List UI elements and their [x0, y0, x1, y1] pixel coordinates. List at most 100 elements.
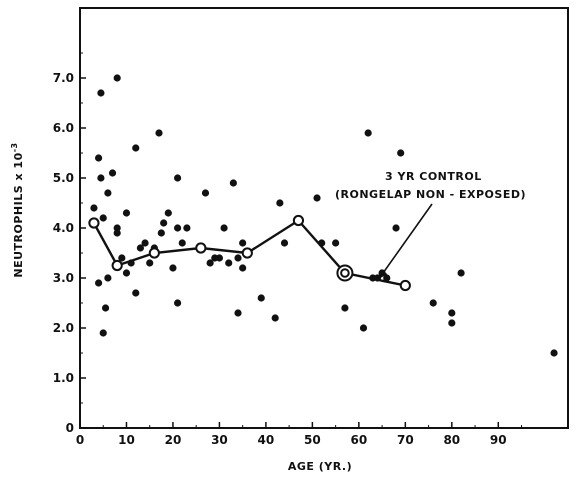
annotation: 3 YR CONTROL (RONGELAP NON - EXPOSED) [335, 170, 526, 280]
scatter-point-39 [225, 259, 233, 267]
scatter-point-38 [220, 224, 228, 232]
scatter-point-61 [429, 299, 437, 307]
x-tick-label-90: 90 [490, 433, 507, 447]
control-line [88, 214, 411, 292]
control-point-2 [148, 247, 160, 259]
scatter-point-32 [178, 239, 186, 247]
svg-text:NEUTROPHILS x 10-3: NEUTROPHILS x 10-3 [10, 142, 25, 277]
scatter-point-3 [97, 174, 105, 182]
axes [79, 7, 569, 429]
y-tick-label-1: 1.0 [53, 371, 74, 385]
scatter-point-63 [448, 319, 456, 327]
scatter-point-46 [271, 314, 279, 322]
control-point-4 [241, 247, 253, 259]
tick-labels: 0 10 20 30 40 50 60 70 80 90 0 1.0 2.0 3.0 4.0 5.0 6.0 7.… [53, 71, 507, 447]
scatter-point-37 [215, 254, 224, 262]
x-tick-label-10: 10 [118, 433, 135, 447]
control-point-0 [88, 217, 100, 229]
scatter-point-25 [157, 229, 165, 237]
scatter-point-41 [234, 254, 242, 262]
y-tick-label-7: 7.0 [53, 71, 74, 85]
scatter-point-21 [141, 239, 149, 247]
scatter-point-42 [234, 309, 242, 317]
control-point-5 [292, 214, 305, 227]
scatter-point-2 [94, 154, 103, 162]
scatter-point-24 [155, 129, 163, 137]
y-tick-label-5: 5.0 [53, 171, 74, 185]
scatter-point-59 [392, 224, 400, 232]
y-axis-title: NEUTROPHILS x 10-3 [10, 142, 25, 277]
y-tick-label-4: 4.0 [53, 221, 74, 235]
scatter-points [90, 74, 558, 357]
scatter-point-40 [229, 179, 237, 187]
scatter-point-7 [101, 304, 110, 312]
scatter-point-33 [183, 224, 191, 232]
control-point-7 [399, 279, 411, 292]
scatter-point-26 [160, 219, 168, 227]
annotation-arrowhead [378, 269, 388, 279]
x-tick-label-60: 60 [351, 433, 368, 447]
x-tick-label-30: 30 [211, 433, 228, 447]
scatter-point-64 [457, 269, 465, 277]
scatter-point-44 [239, 239, 247, 247]
x-axis-title: AGE (YR.) [288, 460, 352, 473]
scatter-point-34 [201, 189, 210, 197]
x-tick-label-20: 20 [165, 433, 182, 447]
scatter-point-16 [122, 209, 131, 217]
control-point-3 [195, 242, 207, 254]
scatter-point-62 [448, 309, 456, 317]
scatter-point-8 [104, 274, 112, 282]
scatter-point-15 [122, 269, 131, 277]
plot-frame [79, 7, 569, 429]
scatter-point-11 [113, 74, 121, 82]
y-tick-label-0: 0 [66, 421, 74, 435]
scatter-point-45 [257, 294, 265, 302]
scatter-point-6 [99, 329, 107, 337]
scatter-point-20 [136, 244, 145, 252]
x-tick-label-0: 0 [76, 433, 84, 447]
scatter-point-53 [359, 324, 368, 332]
scatter-point-13 [113, 229, 121, 237]
scatter-point-58 [383, 274, 391, 282]
scatter-point-19 [132, 289, 140, 297]
scatter-point-4 [97, 89, 105, 97]
scatter-point-29 [174, 224, 182, 232]
scatter-point-10 [108, 169, 117, 177]
scatter-point-51 [332, 239, 340, 247]
scatter-point-27 [164, 209, 172, 217]
scatter-point-35 [206, 259, 214, 267]
scatter-point-12 [113, 224, 121, 232]
scatter-point-52 [341, 304, 349, 312]
y-tick-label-6: 6.0 [53, 121, 74, 135]
scatter-point-18 [132, 144, 140, 152]
x-tick-label-50: 50 [304, 433, 321, 447]
y-axis-title-exponent: -3 [10, 142, 19, 152]
x-tick-label-40: 40 [258, 433, 275, 447]
x-tick-label-70: 70 [397, 433, 414, 447]
scatter-point-9 [104, 189, 112, 197]
scatter-point-28 [169, 264, 177, 272]
scatter-point-43 [239, 264, 247, 272]
control-point-6 [340, 268, 350, 278]
scatter-point-1 [94, 279, 103, 287]
scatter-point-47 [276, 199, 284, 207]
control-line-path [92, 218, 406, 287]
annotation-line-2: (RONGELAP NON - EXPOSED) [335, 188, 526, 201]
x-tick-label-80: 80 [443, 433, 460, 447]
scatter-point-22 [146, 259, 154, 267]
y-tick-label-2: 2.0 [53, 321, 74, 335]
scatter-point-0 [90, 204, 98, 212]
tick-marks [79, 52, 523, 429]
scatter-point-5 [99, 214, 107, 222]
annotation-line-1: 3 YR CONTROL [385, 170, 482, 183]
y-axis-title-main: NEUTROPHILS x 10 [12, 152, 25, 277]
annotation-arrow [378, 203, 433, 280]
scatter-point-49 [313, 194, 321, 202]
scatter-point-65 [550, 349, 558, 357]
y-tick-label-3: 3.0 [53, 271, 74, 285]
scatter-point-31 [174, 299, 182, 307]
control-point-1 [111, 259, 123, 272]
scatter-point-60 [397, 149, 405, 157]
scatter-point-54 [364, 129, 372, 137]
